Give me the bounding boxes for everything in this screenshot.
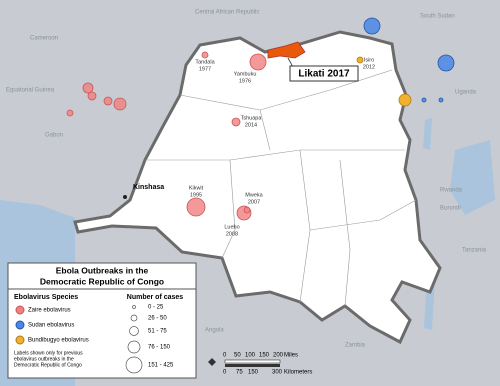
scale-label: 75 [236,370,243,376]
note-line: ebolavirus outbreaks in the [14,356,74,362]
outbreak-year: 1977 [199,66,211,72]
cases-label: 26 - 50 [148,316,167,322]
outbreak-markers [66,51,267,221]
cases-label: 51 - 75 [148,329,167,335]
outbreak-year: 1995 [190,192,202,198]
province-borders [145,69,417,307]
country-label: Angola [205,328,224,334]
country-label: Burundi [440,206,461,212]
outbreak-name: Luebo [224,224,239,230]
swatch [15,335,25,345]
scale-label: 200 [273,353,284,359]
outbreak-name: Tandala [195,59,215,65]
scale-bar: 0 50 100 150 200 Miles 0 75 150 300 Kilo… [208,353,312,376]
sudan-markers [363,17,455,103]
size-swatch [125,356,143,374]
outbreak-year: 2008 [226,231,238,237]
capital-dot [123,195,127,199]
highlight-label: Likati 2017 [298,69,350,80]
bundibugyo-markers [356,56,412,107]
north-arrow [208,358,216,366]
capital-label: Kinshasa [133,184,164,191]
scale-label: 100 [245,353,256,359]
highlight-box [289,65,359,82]
size-swatch [130,314,138,322]
cases-heading: Number of cases [127,294,184,301]
legend-title-2: Democratic Republic of Congo [40,276,164,286]
country-label: Tanzania [462,248,487,254]
species-label: Zaire ebolavirus [28,308,71,314]
species-label: Bundibugyo ebolavirus [28,338,89,344]
scale-label: 0 [223,353,227,359]
country-label: Zambia [345,343,366,349]
country-label: Uganda [455,90,477,96]
note-line: Labels shown only for previous [14,350,83,356]
swatch [15,320,25,330]
country-label: Central African Republic [195,10,259,16]
likati-area [267,41,306,59]
scale-label: 0 [223,370,227,376]
outbreak-year: 2014 [245,122,257,128]
outbreak-name: Tshuapa [241,115,263,121]
country-label: Equatorial Guinea [6,88,55,94]
outbreak-name: Yambuku [234,71,257,77]
scale-km [225,364,280,367]
cases-label: 76 - 150 [148,345,171,351]
country-label: Cameroon [30,36,58,42]
scale-label: 150 [248,370,259,376]
cases-label: 151 - 425 [148,363,174,369]
legend-title-1: Ebola Outbreaks in the [56,265,149,275]
scale-label: Kilometers [284,370,312,376]
country-label: Rwanda [440,188,463,194]
scale-label: 50 [234,353,241,359]
outbreak-name: Isiro [364,57,374,63]
cases-label: 0 - 25 [148,305,164,311]
legend: Ebola Outbreaks in the Democratic Republ… [7,262,197,379]
scale-miles [224,359,281,364]
note-line: Democratic Republic of Congo [14,362,82,368]
outbreak-year: 2012 [363,64,375,70]
country-label: Gabon [45,133,63,139]
swatch [15,305,25,315]
outbreak-name: Kikwit [189,185,204,191]
species-heading: Ebolavirus Species [14,294,78,301]
size-swatch [129,326,139,336]
scale-label: 300 [272,370,283,376]
lake-victoria [450,140,495,215]
outbreak-name: Mweka [245,192,263,198]
legend-title-box [7,262,197,290]
outbreak-year: 1976 [239,78,251,84]
size-swatch [132,305,136,309]
scale-label: 150 [259,353,270,359]
size-swatch [127,340,141,354]
species-label: Sudan ebolavirus [28,323,74,329]
outbreak-year: 2007 [248,199,260,205]
scale-label: Miles [284,353,298,359]
country-label: South Sudan [420,14,455,20]
